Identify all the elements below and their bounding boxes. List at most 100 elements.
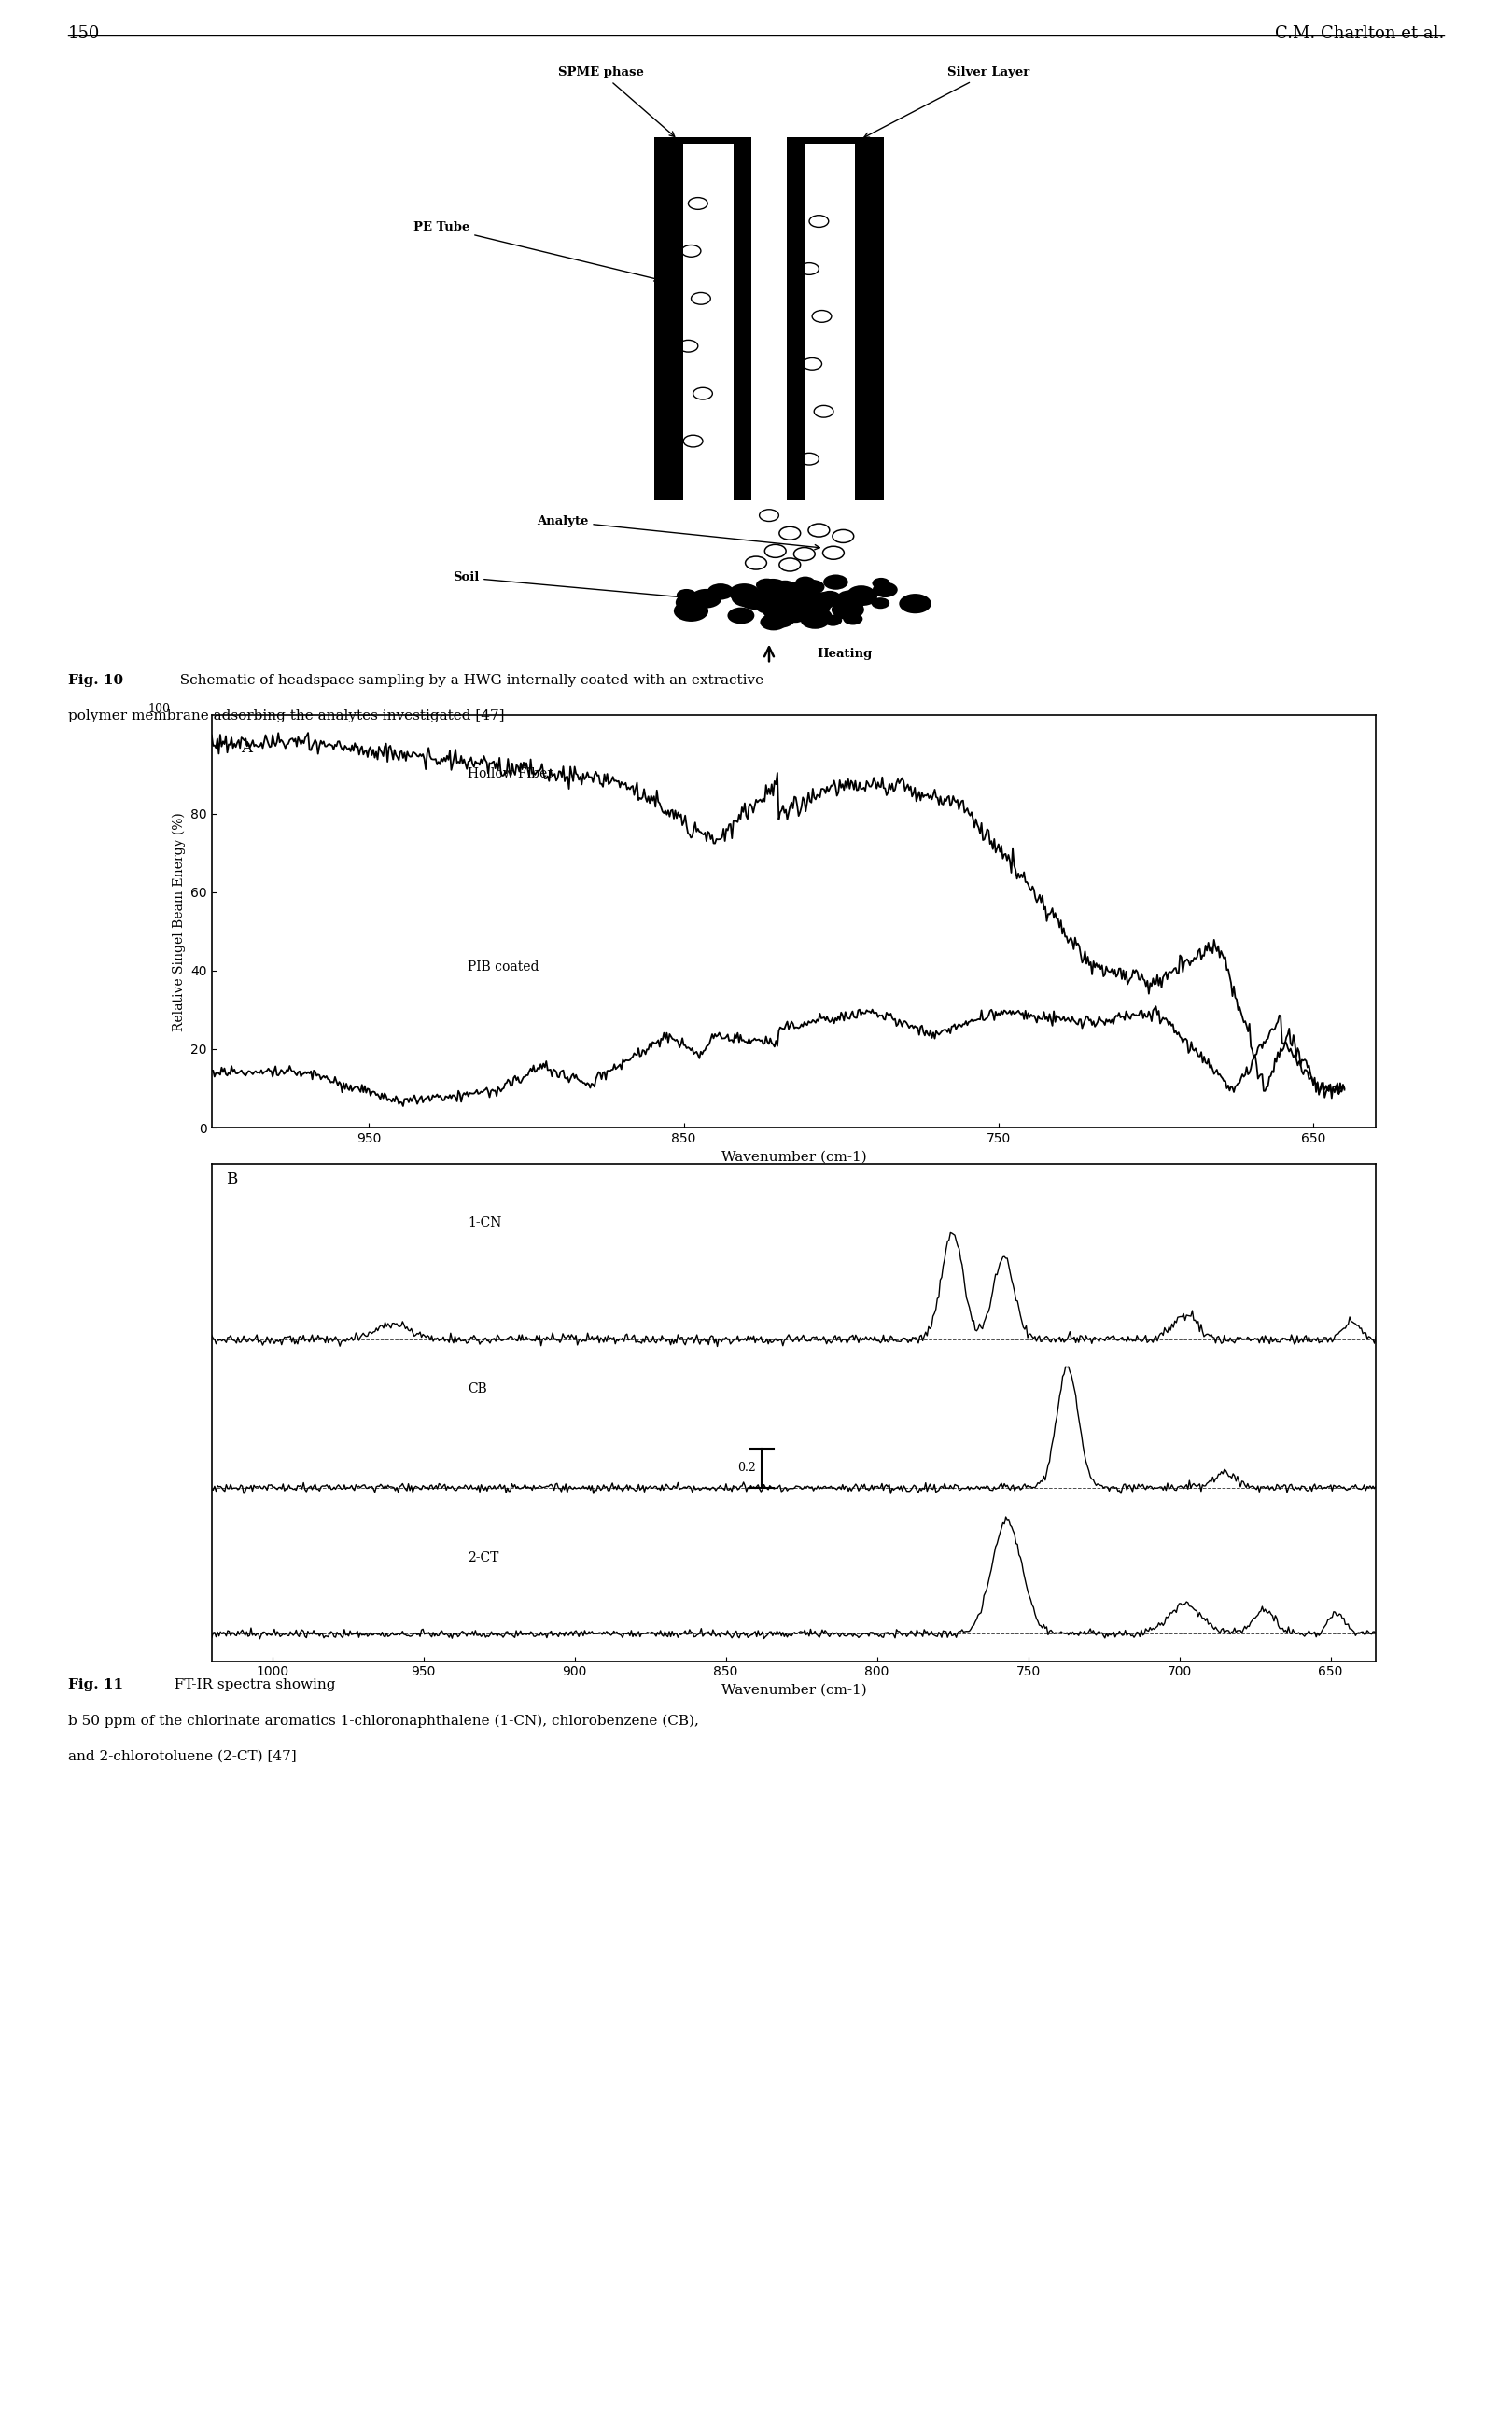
Circle shape (767, 587, 788, 599)
Circle shape (756, 599, 780, 614)
Text: b 50 ppm of the chlorinate aromatics 1-chloronaphthalene (1-CN), chlorobenzene (: b 50 ppm of the chlorinate aromatics 1-c… (68, 1714, 699, 1727)
Circle shape (691, 589, 721, 609)
Circle shape (800, 611, 830, 628)
Circle shape (761, 614, 786, 630)
Text: Hollow Fiber: Hollow Fiber (467, 766, 553, 781)
Text: CB: CB (467, 1382, 487, 1394)
Circle shape (776, 584, 807, 604)
Bar (655, 143, 671, 500)
Circle shape (773, 580, 797, 594)
Circle shape (759, 584, 792, 606)
Circle shape (809, 614, 826, 626)
Circle shape (824, 575, 848, 589)
Circle shape (789, 594, 813, 609)
Circle shape (818, 592, 841, 604)
Circle shape (786, 599, 813, 614)
Circle shape (756, 580, 777, 592)
Circle shape (785, 592, 804, 604)
Circle shape (786, 592, 809, 604)
Bar (671, 143, 683, 500)
X-axis label: Wavenumber (cm-1): Wavenumber (cm-1) (721, 1683, 866, 1698)
Bar (733, 143, 751, 500)
Circle shape (783, 589, 812, 606)
Bar (786, 143, 883, 500)
Circle shape (872, 582, 898, 597)
Circle shape (761, 589, 788, 604)
Circle shape (758, 580, 788, 597)
Circle shape (768, 599, 801, 618)
Text: 1-CN: 1-CN (467, 1215, 502, 1229)
Circle shape (779, 592, 801, 606)
Circle shape (803, 599, 830, 616)
Circle shape (804, 594, 829, 609)
Text: 2-CT: 2-CT (467, 1552, 499, 1564)
Circle shape (676, 592, 711, 614)
Bar (866, 143, 883, 500)
Text: Soil: Soil (452, 572, 694, 601)
Text: PIB coated: PIB coated (467, 960, 540, 975)
Text: C.M. Charlton et al.: C.M. Charlton et al. (1275, 27, 1444, 41)
Text: 0.2: 0.2 (738, 1462, 756, 1474)
Circle shape (807, 597, 833, 611)
Circle shape (788, 594, 806, 604)
Circle shape (795, 577, 815, 589)
Circle shape (847, 584, 875, 604)
Circle shape (774, 592, 797, 606)
Circle shape (676, 589, 697, 601)
Circle shape (848, 587, 877, 606)
Circle shape (765, 609, 795, 628)
Circle shape (708, 584, 733, 599)
Text: Schematic of headspace sampling by a HWG internally coated with an extractive: Schematic of headspace sampling by a HWG… (171, 674, 764, 686)
Bar (854, 143, 866, 500)
Text: PE Tube: PE Tube (413, 221, 659, 281)
Bar (786, 136, 883, 143)
Circle shape (810, 592, 836, 609)
Circle shape (832, 599, 865, 621)
Text: polymer membrane adsorbing the analytes investigated [47]: polymer membrane adsorbing the analytes … (68, 708, 505, 723)
Text: Fig. 11: Fig. 11 (68, 1678, 122, 1690)
Circle shape (797, 592, 823, 609)
Text: Heating: Heating (818, 647, 872, 660)
Circle shape (739, 592, 770, 609)
Bar (671, 143, 733, 500)
Text: Fig. 10: Fig. 10 (68, 674, 122, 686)
Text: B: B (225, 1171, 237, 1188)
X-axis label: Wavenumber (cm-1): Wavenumber (cm-1) (721, 1149, 866, 1164)
Circle shape (836, 589, 862, 606)
Text: SPME phase: SPME phase (558, 65, 674, 136)
Circle shape (801, 580, 824, 594)
Circle shape (768, 589, 791, 604)
Circle shape (764, 614, 783, 626)
Circle shape (797, 580, 816, 592)
Y-axis label: Relative Singel Beam Energy (%): Relative Singel Beam Energy (%) (172, 812, 186, 1031)
Bar (655, 136, 751, 143)
Circle shape (729, 584, 761, 601)
Circle shape (871, 597, 889, 609)
Circle shape (900, 594, 931, 614)
Circle shape (824, 616, 842, 626)
Text: FT-IR spectra showing: FT-IR spectra showing (165, 1678, 340, 1690)
Circle shape (779, 589, 810, 609)
Circle shape (762, 601, 792, 621)
Circle shape (797, 587, 820, 601)
Text: Analyte: Analyte (537, 514, 820, 550)
Circle shape (765, 592, 789, 606)
Circle shape (732, 587, 764, 606)
Circle shape (801, 604, 827, 618)
Circle shape (779, 592, 800, 604)
Circle shape (789, 580, 812, 594)
Text: A: A (240, 740, 253, 757)
Circle shape (833, 594, 863, 614)
Bar (786, 143, 804, 500)
Circle shape (872, 577, 891, 589)
Circle shape (674, 601, 709, 621)
Circle shape (844, 614, 863, 626)
Circle shape (727, 606, 754, 623)
Text: Silver Layer: Silver Layer (863, 65, 1030, 138)
Circle shape (806, 594, 832, 609)
Text: 100: 100 (148, 703, 169, 715)
Circle shape (812, 609, 832, 621)
Circle shape (779, 592, 803, 606)
Text: and 2-chlorotoluene (2-CT) [47]: and 2-chlorotoluene (2-CT) [47] (68, 1751, 296, 1763)
Text: 150: 150 (68, 27, 100, 41)
